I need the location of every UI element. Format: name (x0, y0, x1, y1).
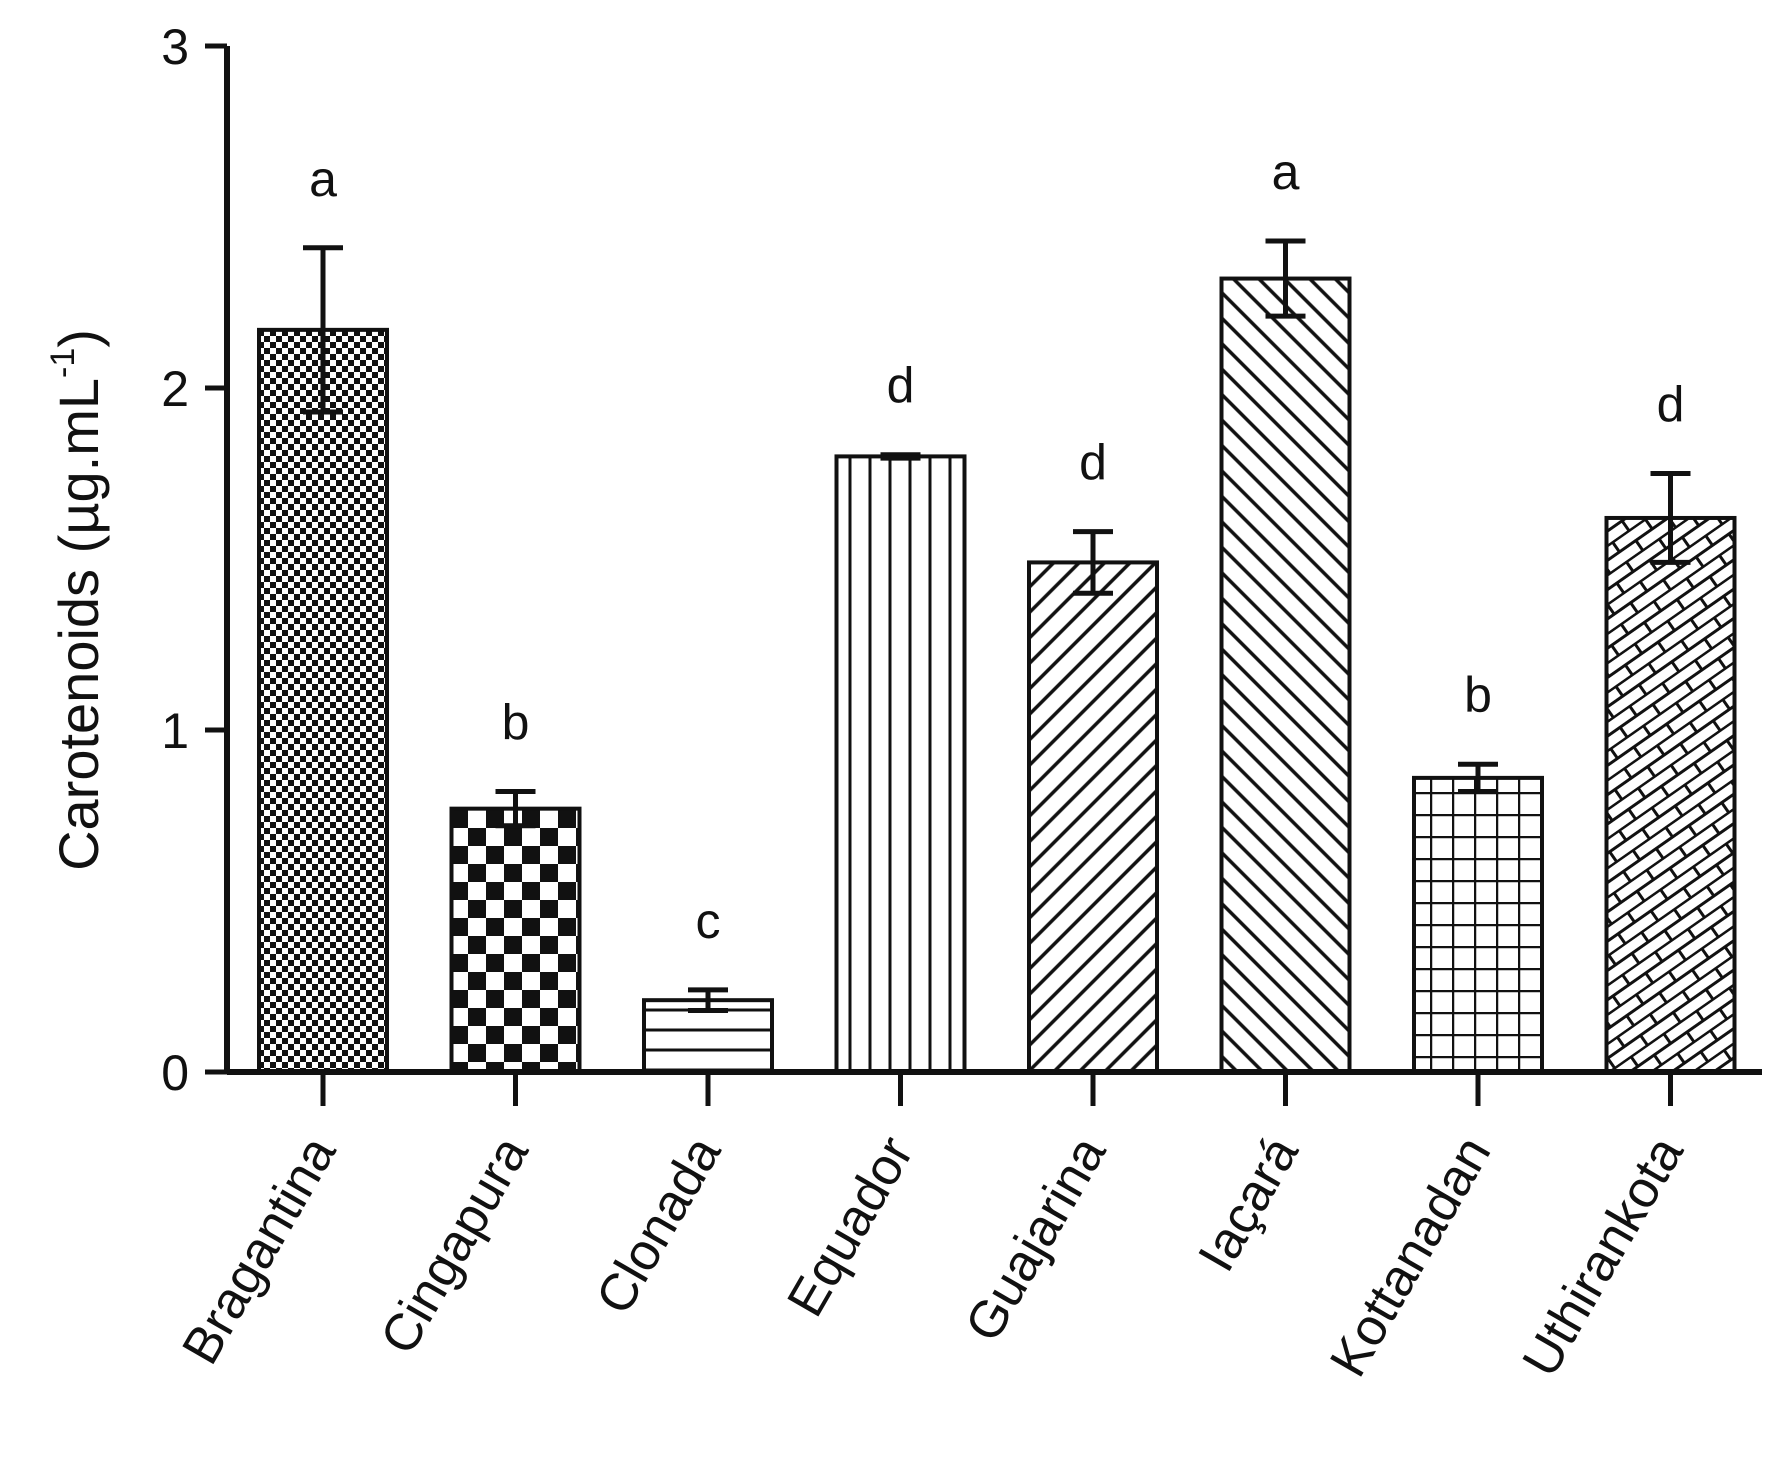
bars-group: a b c d d a b d (257, 144, 1737, 1074)
significance-letter: b (502, 695, 530, 751)
significance-letter: d (1079, 435, 1107, 491)
y-axis-label-close: ) (47, 329, 110, 348)
y-axis-label-superscript: -1 (44, 348, 82, 378)
bar (1604, 515, 1737, 1074)
y-tick-label: 2 (161, 361, 189, 417)
bar-group-Bragantina: a (257, 151, 389, 1074)
bar (1412, 775, 1544, 1074)
x-axis: Bragantina Cingapura Clonada Equador Guajari… (171, 1069, 1762, 1386)
y-axis-label-text: Carotenoids (µg.mL (47, 378, 110, 871)
y-tick-label: 1 (161, 703, 189, 759)
significance-letter: a (309, 151, 337, 207)
x-tick-label: Bragantina (171, 1127, 347, 1374)
x-tick-label: Iaçará (1187, 1127, 1310, 1281)
significance-letter: c (696, 893, 721, 949)
bar-group-Clonada: c (642, 893, 774, 1074)
bar-group-Equador: d (834, 358, 967, 1074)
bar-group-Uthirankota: d (1604, 377, 1737, 1074)
y-axis: 0 1 2 3 (161, 19, 230, 1101)
x-tick-label: Kottanadan (1319, 1127, 1502, 1386)
bar-group-Guajarina: d (1027, 435, 1159, 1074)
bar (1027, 560, 1159, 1074)
y-tick-label: 0 (161, 1045, 189, 1101)
x-tick-label: Guajarina (954, 1127, 1117, 1351)
significance-letter: b (1464, 667, 1492, 723)
bar (1219, 276, 1352, 1074)
bar-group-Cingapura: b (449, 695, 582, 1074)
significance-letter: a (1272, 144, 1300, 200)
x-tick-label: Equador (776, 1127, 925, 1326)
bar-group-Kottanadan: b (1412, 667, 1544, 1074)
y-tick-label: 3 (161, 19, 189, 75)
bar (257, 327, 389, 1074)
bar-group-Iaçará: a (1219, 144, 1352, 1074)
x-tick-label: Uthirankota (1512, 1127, 1695, 1386)
x-tick-label: Clonada (585, 1127, 732, 1324)
significance-letter: d (887, 358, 915, 414)
y-axis-label: Carotenoids (µg.mL-1) (44, 329, 110, 871)
bar (834, 454, 967, 1074)
significance-letter: d (1657, 377, 1685, 433)
x-tick-label: Cingapura (370, 1127, 540, 1364)
bar (449, 806, 582, 1074)
